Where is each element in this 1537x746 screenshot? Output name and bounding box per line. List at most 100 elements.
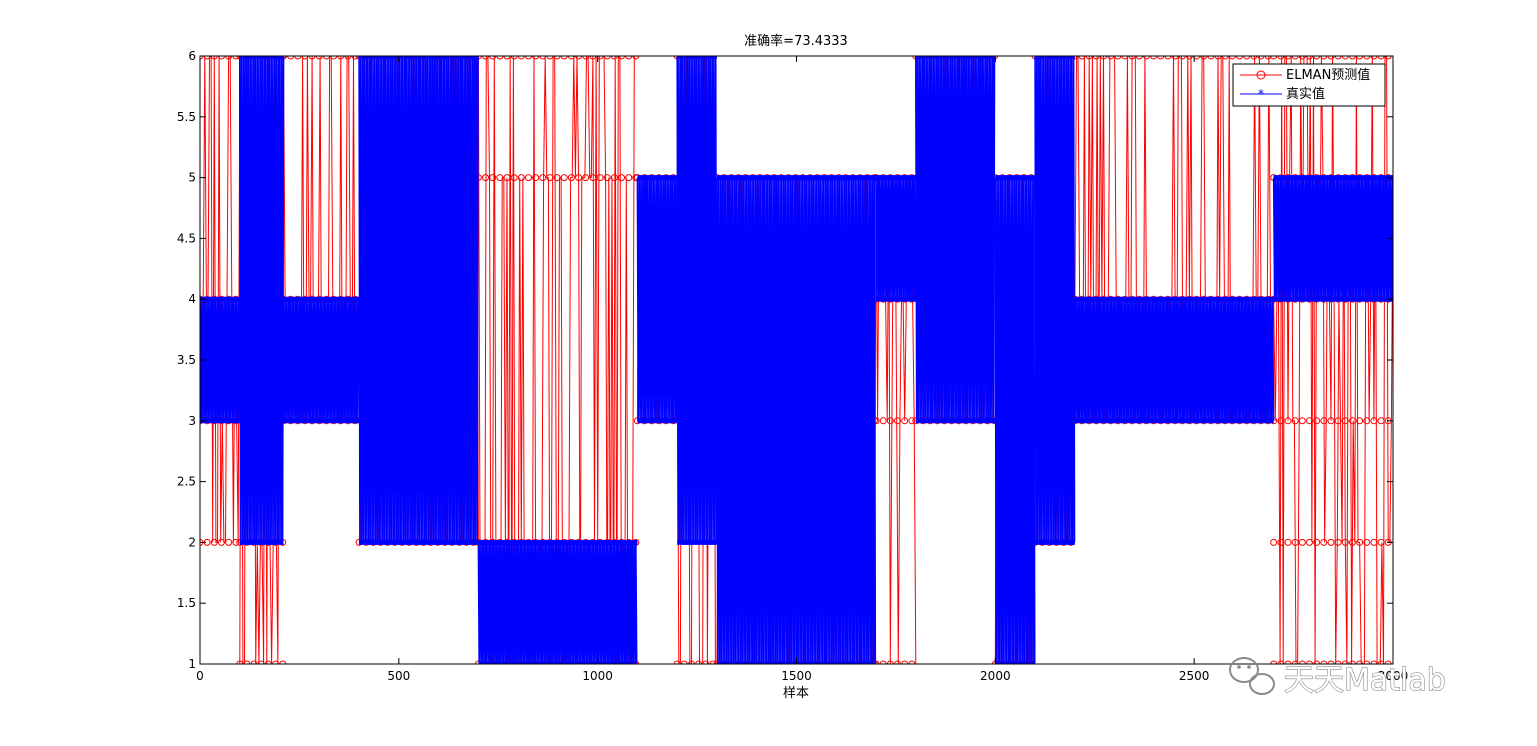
y-tick-label: 2 xyxy=(188,535,196,549)
predicted-point xyxy=(560,56,568,60)
predicted-point xyxy=(503,56,511,60)
x-tick-label: 500 xyxy=(387,669,410,683)
predicted-point xyxy=(582,56,590,60)
predicted-point xyxy=(1377,538,1385,546)
predicted-point xyxy=(603,174,611,182)
predicted-point xyxy=(553,174,561,182)
predicted-point xyxy=(482,56,490,60)
predicted-point xyxy=(567,174,575,182)
predicted-point xyxy=(489,174,497,182)
predicted-point xyxy=(901,417,909,425)
predicted-point xyxy=(1277,56,1285,60)
legend: ELMAN预测值 * 真实值 xyxy=(1232,63,1386,107)
predicted-point xyxy=(1193,56,1201,60)
predicted-point xyxy=(695,660,703,664)
predicted-point xyxy=(1291,417,1299,425)
predicted-point xyxy=(1298,56,1306,60)
predicted-point xyxy=(1320,56,1328,60)
predicted-point xyxy=(1384,660,1392,664)
predicted-point xyxy=(625,56,633,60)
predicted-point xyxy=(474,660,482,664)
predicted-point xyxy=(1327,660,1335,664)
predicted-point xyxy=(632,660,640,664)
predicted-point xyxy=(1250,56,1258,60)
watermark: 天天Matlab xyxy=(1229,657,1446,699)
x-tick-label: 3000 xyxy=(1378,669,1409,683)
predicted-point xyxy=(1270,56,1278,60)
legend-marker-star-icon: * xyxy=(1258,87,1264,101)
predicted-point xyxy=(308,56,316,60)
actual-points xyxy=(359,56,479,59)
predicted-point xyxy=(1320,660,1328,664)
predicted-point xyxy=(301,56,309,60)
predicted-point xyxy=(1363,538,1371,546)
x-tick-label: 2000 xyxy=(980,669,1011,683)
predicted-point xyxy=(294,56,302,60)
predicted-point xyxy=(1085,56,1093,60)
series-trace xyxy=(358,56,479,543)
predicted-point xyxy=(575,56,583,60)
predicted-point xyxy=(524,174,532,182)
predicted-point xyxy=(1121,56,1129,60)
predicted-point xyxy=(1377,417,1385,425)
predicted-point xyxy=(1142,56,1150,60)
predicted-point xyxy=(217,538,225,546)
predicted-point xyxy=(1334,417,1342,425)
predicted-point xyxy=(680,660,688,664)
predicted-point xyxy=(337,56,345,60)
predicted-point xyxy=(1305,417,1313,425)
predicted-point xyxy=(264,660,272,664)
predicted-point xyxy=(272,660,280,664)
y-tick-label: 3 xyxy=(188,414,196,428)
predicted-point xyxy=(596,56,604,60)
predicted-point xyxy=(236,660,244,664)
y-tick-label: 2.5 xyxy=(177,475,196,489)
predicted-point xyxy=(1270,538,1278,546)
predicted-point xyxy=(510,174,518,182)
actual-points xyxy=(876,296,916,302)
predicted-point xyxy=(1291,538,1299,546)
predicted-point xyxy=(610,56,618,60)
predicted-point xyxy=(553,660,561,664)
predicted-point xyxy=(351,56,359,60)
series-trace xyxy=(282,299,360,421)
actual-points xyxy=(1074,418,1274,424)
predicted-point xyxy=(1334,56,1342,60)
predicted-point xyxy=(879,660,887,664)
predicted-point xyxy=(546,174,554,182)
actual-points xyxy=(1035,539,1075,545)
predicted-point xyxy=(546,56,554,60)
predicted-point xyxy=(1320,538,1328,546)
predicted-point xyxy=(1341,538,1349,546)
predicted-point xyxy=(567,56,575,60)
predicted-point xyxy=(532,56,540,60)
predicted-point xyxy=(879,417,887,425)
series-trace xyxy=(875,177,917,300)
predicted-point xyxy=(1164,56,1172,60)
series-trace xyxy=(477,542,638,664)
predicted-point xyxy=(1221,56,1229,60)
predicted-point xyxy=(1370,660,1378,664)
predicted-point xyxy=(553,56,561,60)
predicted-point xyxy=(1377,660,1385,664)
predicted-point xyxy=(330,56,338,60)
predicted-point xyxy=(688,660,696,664)
actual-points xyxy=(478,661,638,664)
predicted-point xyxy=(625,174,633,182)
predicted-point xyxy=(1277,417,1285,425)
actual-points xyxy=(995,175,1036,181)
x-tick-label: 1500 xyxy=(781,669,812,683)
predicted-point xyxy=(1341,660,1349,664)
predicted-point xyxy=(203,56,211,60)
predicted-point xyxy=(575,174,583,182)
predicted-point xyxy=(632,56,640,60)
predicted-point xyxy=(886,660,894,664)
predicted-point xyxy=(243,660,251,664)
predicted-point xyxy=(1334,538,1342,546)
predicted-point xyxy=(1284,56,1292,60)
y-tick-label: 1.5 xyxy=(177,596,196,610)
predicted-point xyxy=(322,56,330,60)
y-tick-label: 3.5 xyxy=(177,353,196,367)
predicted-point xyxy=(250,660,258,664)
predicted-point xyxy=(496,174,504,182)
